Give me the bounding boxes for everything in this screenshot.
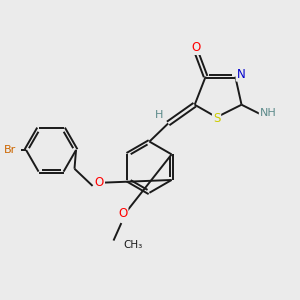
Text: O: O — [95, 176, 104, 189]
Text: N: N — [236, 68, 245, 81]
Text: Br: Br — [4, 145, 16, 155]
Text: NH: NH — [260, 108, 277, 118]
Text: H: H — [155, 110, 164, 120]
Text: O: O — [118, 207, 128, 220]
Text: O: O — [192, 41, 201, 54]
Text: CH₃: CH₃ — [123, 240, 142, 250]
Text: S: S — [213, 112, 220, 125]
